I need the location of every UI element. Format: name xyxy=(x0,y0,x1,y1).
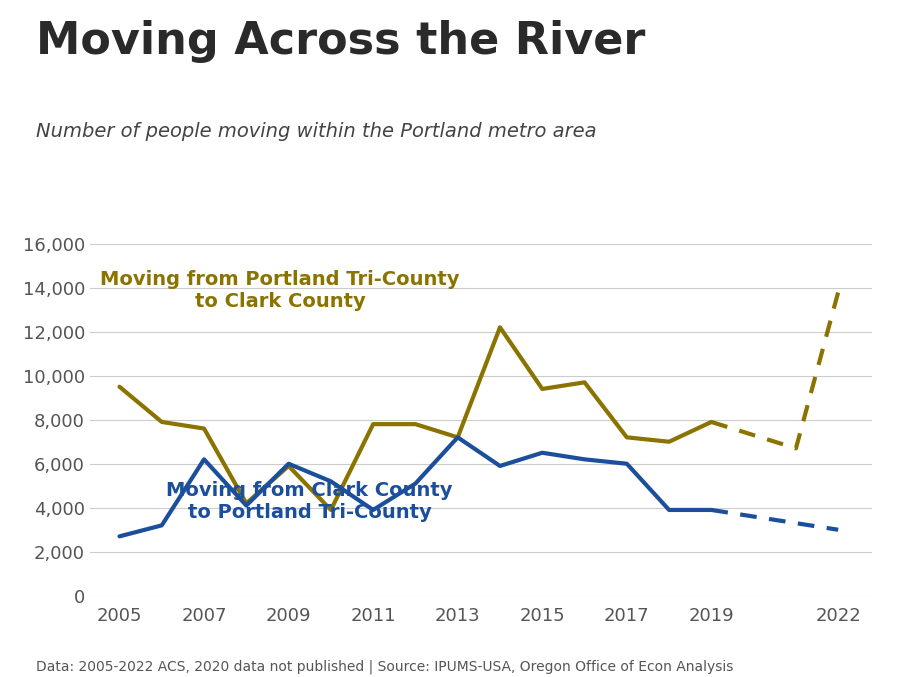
Text: Data: 2005-2022 ACS, 2020 data not published | Source: IPUMS-USA, Oregon Office : Data: 2005-2022 ACS, 2020 data not publi… xyxy=(36,659,734,674)
Text: Moving Across the River: Moving Across the River xyxy=(36,20,645,64)
Text: Moving from Portland Tri-County
to Clark County: Moving from Portland Tri-County to Clark… xyxy=(101,270,460,311)
Text: Moving from Clark County
to Portland Tri-County: Moving from Clark County to Portland Tri… xyxy=(166,481,453,523)
Text: Number of people moving within the Portland metro area: Number of people moving within the Portl… xyxy=(36,122,597,141)
